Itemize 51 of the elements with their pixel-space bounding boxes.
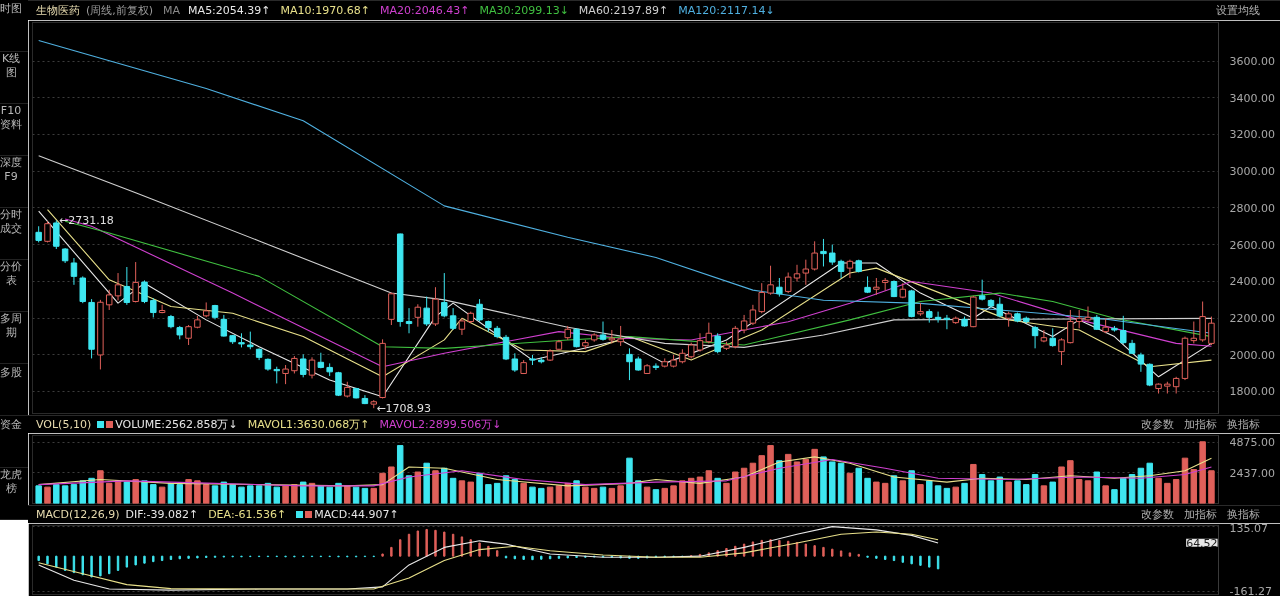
- text: 分价表: [0, 260, 22, 288]
- text: 资金: [0, 418, 22, 432]
- text: MA10:1970.68↑: [280, 4, 370, 18]
- text: DEA:-61.536↑: [208, 508, 287, 522]
- text: 深度F9: [0, 156, 22, 184]
- text: K线图: [0, 52, 22, 80]
- y-tick-label: 3000.00: [1229, 165, 1275, 179]
- y-tick-label: -161.27: [1229, 585, 1272, 596]
- chart-subtitle: (周线,前复权): [86, 4, 154, 18]
- text: MA60:2197.89↑: [578, 4, 669, 18]
- annotation: ←1708.93: [376, 401, 432, 415]
- text: DIF:-39.082↑: [125, 508, 199, 522]
- text: 多周期: [0, 312, 22, 340]
- text: 换指标: [1227, 418, 1260, 432]
- legend-label: VOLUME:2562.858万↓: [115, 418, 238, 432]
- text: 多股: [0, 366, 22, 380]
- y-tick-label: 2400.00: [1229, 275, 1275, 289]
- y-tick-label: 1800.00: [1229, 385, 1275, 399]
- legend-label: MACD:44.907↑: [314, 508, 399, 522]
- y-tick-label: 2800.00: [1229, 201, 1275, 215]
- text: 改参数: [1141, 418, 1174, 432]
- chart-title: 生物医药: [36, 4, 80, 18]
- text: MAVOL2:2899.506万↓: [379, 418, 502, 432]
- text: 龙虎榜: [0, 468, 22, 496]
- y-tick-label: 2200.00: [1229, 312, 1275, 326]
- y-tick-label: 3600.00: [1229, 55, 1275, 69]
- y-tick-label: 3400.00: [1229, 91, 1275, 105]
- text: 时图: [0, 2, 22, 16]
- legend-title: MA: [163, 4, 181, 18]
- text: 改参数: [1141, 508, 1174, 522]
- text: 设置均线: [1216, 4, 1260, 18]
- text: MA120:2117.14↓: [678, 4, 775, 18]
- y-tick-label: 2600.00: [1229, 238, 1275, 252]
- y-tick-label: 2437.00: [1229, 466, 1275, 480]
- annotation: ←2731.18: [58, 214, 114, 228]
- text: 加指标: [1184, 418, 1217, 432]
- y-tick-label: 135.07: [1229, 521, 1268, 535]
- text: MA30:2099.13↓: [479, 4, 569, 18]
- y-tick-label: 3200.00: [1229, 128, 1275, 142]
- text: 换指标: [1227, 508, 1260, 522]
- text: 加指标: [1184, 508, 1217, 522]
- chart-title: VOL(5,10): [36, 418, 92, 432]
- y-tick-label: 2000.00: [1229, 348, 1275, 362]
- chart-title: MACD(12,26,9): [36, 508, 120, 522]
- text: MAVOL1:3630.068万↑: [247, 418, 370, 432]
- text: 分时成交: [0, 208, 22, 236]
- text: MA20:2046.43↑: [379, 4, 470, 18]
- annotation: 64.52: [1186, 536, 1218, 550]
- y-tick-label: 4875.00: [1229, 436, 1275, 450]
- text: F10资料: [0, 104, 22, 132]
- text: MA5:2054.39↑: [188, 4, 271, 18]
